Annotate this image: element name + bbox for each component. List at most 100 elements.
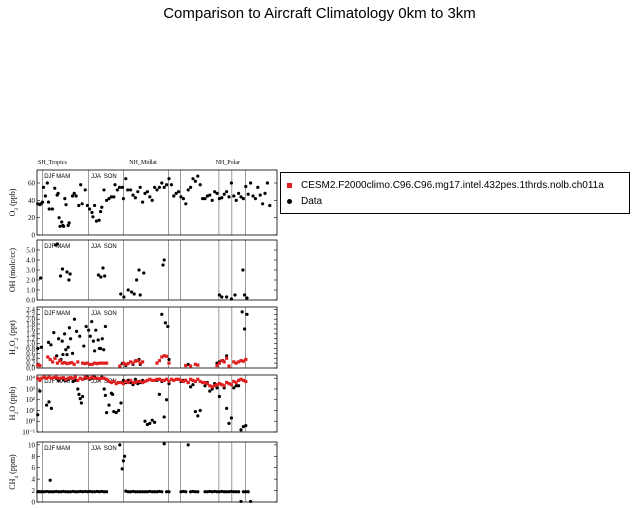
data-point [161, 263, 165, 267]
data-point [225, 490, 229, 494]
data-point [225, 406, 229, 410]
data-point [47, 207, 51, 211]
y-tick-label: 0 [32, 499, 36, 507]
model-point [165, 354, 169, 358]
data-point [234, 198, 238, 202]
data-point [217, 394, 221, 399]
data-point [217, 197, 221, 201]
legend-data-label: Data [301, 195, 323, 207]
data-point [229, 297, 233, 301]
data-point [203, 197, 207, 201]
data-point [78, 489, 82, 494]
data-point [87, 328, 91, 332]
model-point [143, 379, 147, 384]
model-point [95, 376, 99, 380]
model-point [47, 375, 51, 379]
data-point [145, 190, 149, 194]
model-point [100, 361, 104, 365]
data-point [222, 192, 226, 196]
model-point [241, 359, 245, 363]
model-point [65, 362, 69, 366]
data-point [189, 385, 193, 389]
data-point [167, 357, 171, 362]
data-point [115, 188, 119, 192]
data-point [160, 490, 164, 494]
model-point [45, 376, 49, 380]
y-tick-label: 10⁰ [25, 418, 35, 426]
data-point [179, 490, 183, 494]
model-point [119, 380, 123, 385]
model-point [141, 360, 145, 364]
model-point [126, 362, 130, 366]
data-point [90, 490, 94, 494]
y-label-subscript: 2 [14, 346, 20, 349]
data-point [205, 490, 209, 494]
model-point [102, 361, 106, 365]
data-point [234, 490, 238, 494]
data-point [193, 490, 197, 494]
model-point [40, 376, 44, 380]
panel-frame [36, 169, 278, 236]
model-point [88, 376, 92, 380]
data-point [186, 188, 190, 192]
data-point [105, 411, 109, 415]
model-point [71, 376, 75, 380]
data-point [64, 203, 68, 207]
model-point [83, 375, 87, 379]
y-label-subscript: 4 [14, 476, 20, 479]
y-tick-label: 0.4 [26, 355, 35, 363]
data-point [105, 198, 109, 202]
data-point [145, 422, 149, 427]
model-point [241, 378, 245, 382]
data-point [249, 181, 253, 185]
data-point [49, 343, 53, 347]
data-point [222, 490, 226, 494]
data-point [243, 293, 247, 297]
data-point [102, 387, 106, 391]
season-label: SON [104, 244, 117, 250]
model-point [201, 380, 205, 385]
data-point [191, 489, 195, 494]
model-point [237, 378, 241, 382]
legend-item-model: CESM2.F2000climo.C96.C96.mg17.intel.432p… [287, 178, 604, 192]
season-label: MAM [56, 379, 70, 385]
model-point [97, 361, 101, 365]
data-point [76, 490, 80, 494]
model-point [81, 377, 85, 381]
model-point [59, 376, 63, 380]
y-tick-label: 10² [26, 396, 35, 404]
model-point [76, 360, 80, 364]
data-point [91, 215, 95, 219]
data-point [94, 328, 98, 332]
y-tick-label: 10¹ [26, 407, 35, 415]
y-label-part: (ppt) [8, 320, 17, 338]
region-label: SH_Tropics [38, 160, 67, 166]
model-point [38, 363, 42, 368]
model-point [229, 383, 233, 387]
y-tick-label: 2.4 [26, 306, 35, 314]
data-point [52, 331, 56, 335]
model-point [118, 364, 122, 368]
model-point [69, 376, 73, 380]
data-point [119, 401, 123, 405]
model-point [213, 384, 217, 388]
model-point [105, 377, 109, 381]
y-tick-label: 0 [32, 232, 36, 240]
data-point [162, 415, 166, 419]
data-point [102, 188, 106, 192]
data-point [239, 195, 243, 199]
model-point [150, 378, 154, 382]
y-label-part: O [8, 210, 17, 216]
model-point [239, 359, 243, 363]
data-point [225, 190, 229, 194]
season-label: JJA [91, 446, 101, 452]
data-point [143, 191, 147, 195]
data-point [191, 383, 195, 387]
data-point [215, 191, 219, 195]
data-point [93, 490, 97, 494]
data-point [96, 273, 101, 277]
data-point [71, 379, 75, 384]
season-label: DJF [44, 174, 55, 180]
model-point [54, 375, 58, 379]
model-point [234, 380, 238, 385]
